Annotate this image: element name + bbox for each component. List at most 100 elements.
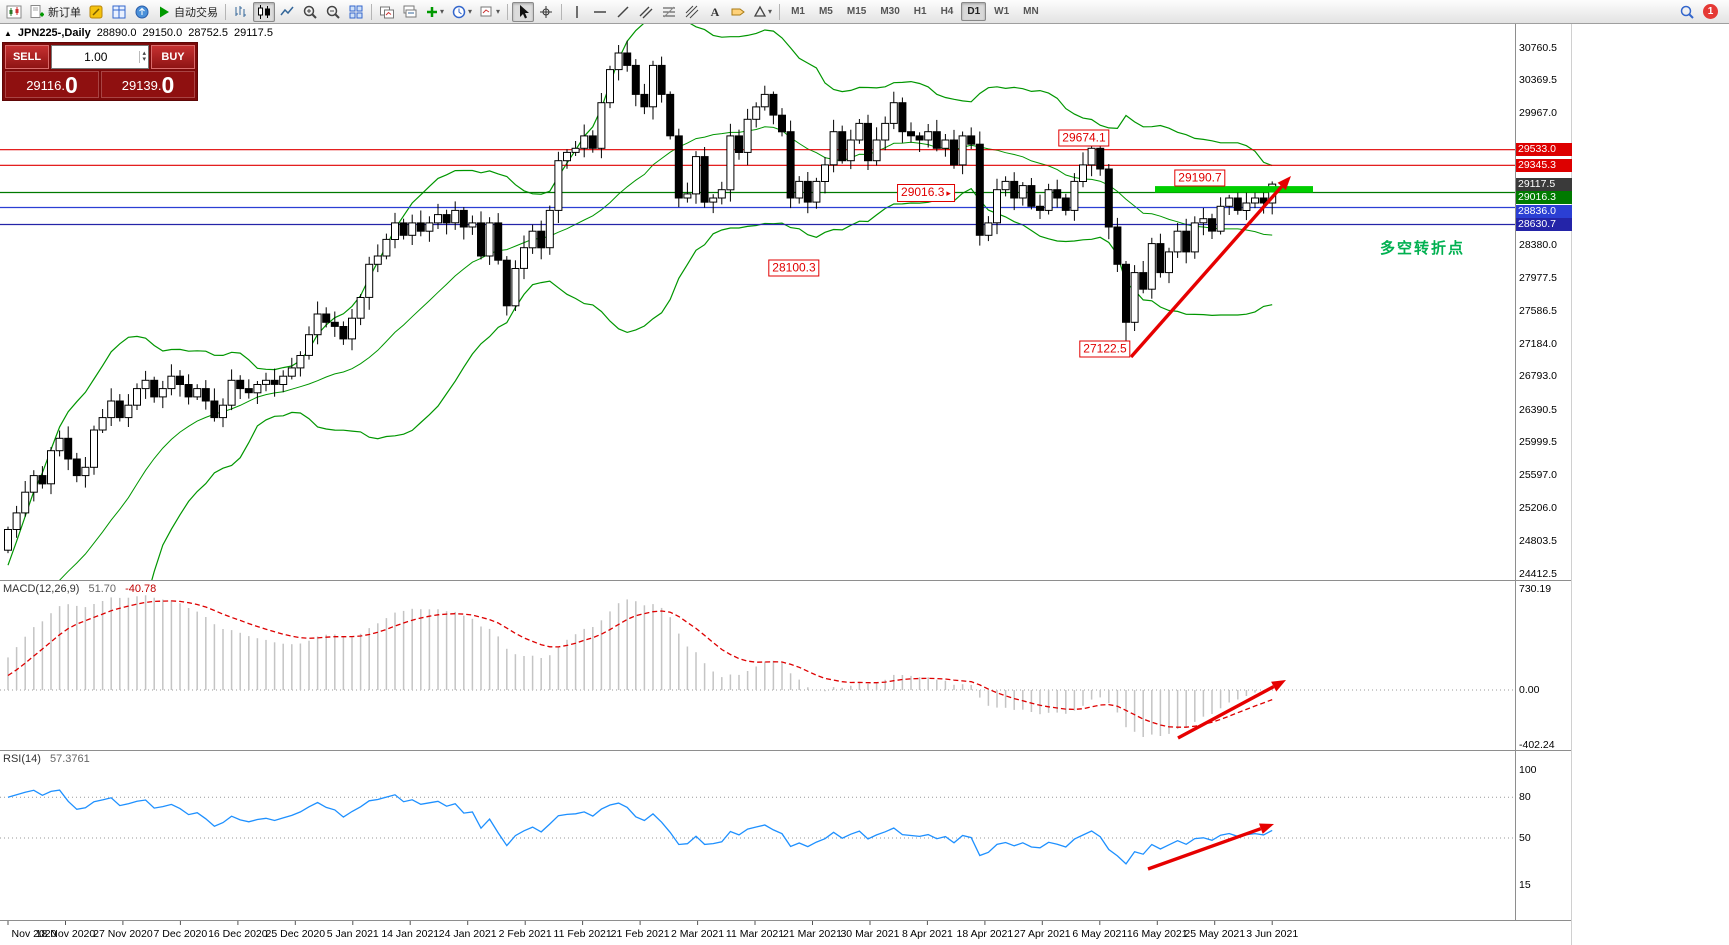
bar-chart-button[interactable] <box>230 2 252 22</box>
stepper-down-icon[interactable]: ▾ <box>142 56 146 63</box>
price-axis-label: 24803.5 <box>1519 535 1557 548</box>
equidistant-channel-button[interactable] <box>635 2 657 22</box>
volume-field[interactable]: 1.00 ▴ ▾ <box>51 45 149 69</box>
cursor-icon <box>520 4 530 18</box>
sell-price-display[interactable]: 29116. 0 <box>5 71 99 98</box>
charts-toolbar-button[interactable] <box>3 2 25 22</box>
svg-text:A: A <box>711 5 720 19</box>
price-axis-label: 25206.0 <box>1519 501 1557 514</box>
sell-button[interactable]: SELL <box>5 45 49 69</box>
timeframe-h4[interactable]: H4 <box>940 6 954 17</box>
trendline-button[interactable] <box>612 2 634 22</box>
arrange-windows-button[interactable] <box>376 2 398 22</box>
buy-button[interactable]: BUY <box>151 45 195 69</box>
date-axis-label: 2 Mar 2021 <box>671 928 725 940</box>
line-chart-button[interactable] <box>276 2 298 22</box>
cursor-button[interactable] <box>512 1 535 22</box>
zoom-in-button[interactable] <box>299 2 321 22</box>
crosshair-button[interactable] <box>535 2 557 22</box>
date-axis-label: 27 Apr 2021 <box>1014 928 1071 940</box>
timeframe-w1[interactable]: W1 <box>994 6 1010 17</box>
macd-axis-label: 730.19 <box>1519 583 1552 596</box>
zoom-out-icon <box>326 5 340 19</box>
label-tag-icon <box>731 8 745 15</box>
indicators-button[interactable]: ▾ <box>422 2 447 22</box>
price-line-tag: 29345.3 <box>1516 158 1572 172</box>
text-tool-button[interactable]: A <box>704 2 726 22</box>
ohlc-close: 29117.5 <box>233 27 273 39</box>
timeframe-m15[interactable]: M15 <box>846 6 867 17</box>
rsi-name: RSI(14) <box>3 753 41 765</box>
date-axis-label: 16 May 2021 <box>1126 928 1188 940</box>
timeframe-m30[interactable]: M30 <box>880 6 900 17</box>
price-annotation[interactable]: 29016.3 ▸ <box>897 183 955 202</box>
price-annotation[interactable]: 29674.1 <box>1058 129 1110 147</box>
ohlc-low: 28752.5 <box>188 27 228 39</box>
shapes-button[interactable]: ▾ <box>750 2 775 22</box>
date-axis-label: 21 Feb 2021 <box>610 928 670 940</box>
new-order-label: 新订单 <box>48 6 81 19</box>
stepper-up-icon[interactable]: ▴ <box>142 50 146 57</box>
price-annotation[interactable]: 27122.5 <box>1079 340 1131 358</box>
tile-windows-button[interactable] <box>345 2 367 22</box>
navigator-button[interactable] <box>131 2 153 22</box>
price-annotation[interactable]: 29190.7 <box>1174 169 1226 187</box>
tile-windows-icon <box>349 5 363 18</box>
date-axis-label: 6 May 2021 <box>1072 928 1128 940</box>
date-axis-label: 18 Apr 2021 <box>956 928 1014 940</box>
date-axis-label: 7 Dec 2020 <box>153 928 208 940</box>
notification-badge[interactable]: 1 <box>1703 4 1718 19</box>
symbol-direction-icon: ▲ <box>4 28 12 38</box>
timeframe-mn[interactable]: MN <box>1023 6 1039 17</box>
macd-axis-label: -402.24 <box>1519 738 1555 751</box>
search-button[interactable] <box>1676 2 1698 22</box>
price-axis-label: 28380.0 <box>1519 238 1557 251</box>
shapes-icon <box>753 5 767 17</box>
candlestick-chart-button[interactable] <box>253 1 275 22</box>
templates-button[interactable]: ▾ <box>476 2 503 22</box>
horizontal-line-button[interactable] <box>589 2 611 22</box>
vertical-line-button[interactable] <box>566 2 588 22</box>
date-axis-label: 21 Mar 2021 <box>783 928 842 940</box>
fibonacci-button[interactable] <box>658 2 680 22</box>
metaeditor-icon <box>89 5 103 18</box>
volume-stepper[interactable]: ▴ ▾ <box>139 50 148 63</box>
cascade-windows-button[interactable] <box>399 2 421 22</box>
date-axis-label: 27 Nov 2020 <box>93 928 153 940</box>
toolbar: 新订单 自动交易 <box>0 0 1729 24</box>
timeframe-h1[interactable]: H1 <box>913 6 927 17</box>
sell-price-head: 29116. <box>26 78 65 93</box>
sell-price-big-digit: 0 <box>65 72 78 98</box>
chevron-down-icon: ▾ <box>768 7 773 16</box>
rsi-axis-label: 50 <box>1519 831 1531 844</box>
timeframe-m1[interactable]: M1 <box>791 6 805 17</box>
trendline-icon <box>617 5 629 18</box>
date-axis-label: 8 Apr 2021 <box>902 928 953 940</box>
date-axis-label: 18 Nov 2020 <box>35 928 96 940</box>
date-axis-label: 5 Jan 2021 <box>326 928 379 940</box>
new-order-button[interactable]: 新订单 <box>26 2 84 22</box>
cascade-windows-icon <box>403 5 417 17</box>
rsi-axis-label: 100 <box>1519 763 1537 776</box>
rsi-value: 57.3761 <box>49 753 90 765</box>
macd-name: MACD(12,26,9) <box>3 583 80 595</box>
pitchfork-button[interactable] <box>681 2 703 22</box>
price-annotation[interactable]: 28100.3 <box>768 259 820 277</box>
buy-price-display[interactable]: 29139. 0 <box>101 71 195 98</box>
ohlc-open: 28890.0 <box>96 27 137 39</box>
arrow-label-button[interactable] <box>727 2 749 22</box>
turning-point-label[interactable]: 多空转折点 <box>1380 240 1466 257</box>
autotrading-button[interactable]: 自动交易 <box>154 2 221 22</box>
periods-button[interactable]: ▾ <box>448 2 475 22</box>
one-click-trading-panel: SELL 1.00 ▴ ▾ BUY 29116. 0 29139. 0 <box>2 42 198 101</box>
macd-axis-label: 0.00 <box>1519 683 1540 696</box>
market-watch-button[interactable] <box>108 2 130 22</box>
timeframe-d1[interactable]: D1 <box>961 2 987 21</box>
volume-value: 1.00 <box>84 50 108 64</box>
price-axis-label: 27977.5 <box>1519 272 1557 285</box>
metaeditor-button[interactable] <box>85 2 107 22</box>
timeframe-m5[interactable]: M5 <box>818 6 833 17</box>
chevron-down-icon: ▾ <box>496 7 501 16</box>
zoom-out-button[interactable] <box>322 2 344 22</box>
